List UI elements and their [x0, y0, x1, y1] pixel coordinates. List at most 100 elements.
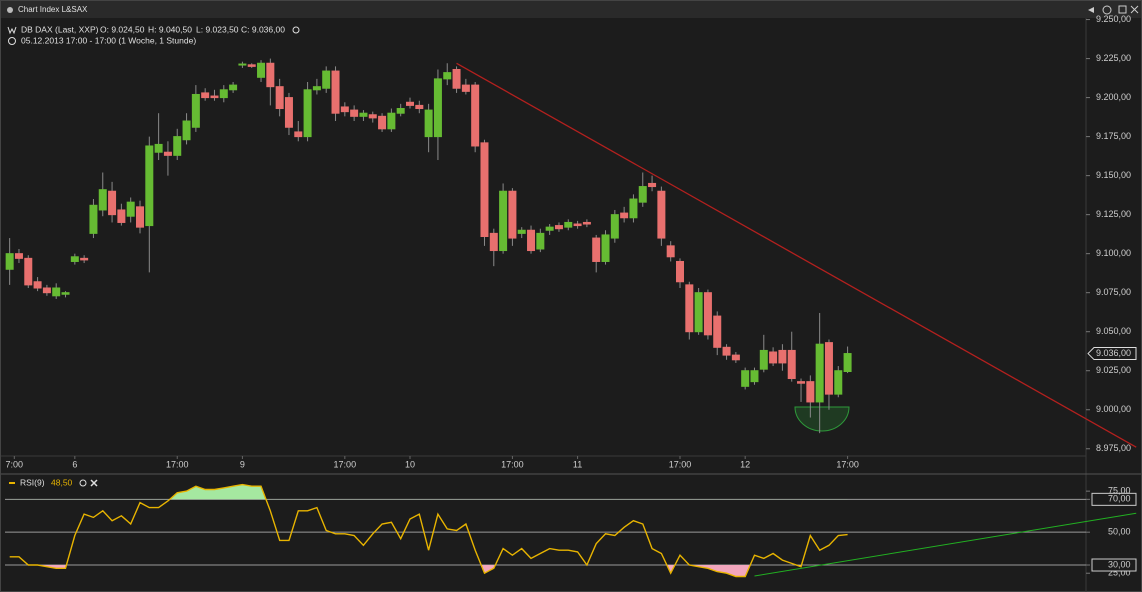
y-tick-label: 9.250,00 [1096, 14, 1131, 24]
candle-body [406, 101, 414, 106]
window-icon [7, 7, 13, 13]
candle-body [769, 351, 778, 364]
open-label: O: 9.024,50 [100, 24, 145, 34]
candle-body [145, 145, 154, 227]
rsi-settings[interactable] [79, 479, 87, 487]
title-bar [1, 1, 1141, 18]
close-button[interactable] [1130, 5, 1139, 14]
candle-body [815, 343, 824, 403]
candle-body [629, 198, 638, 219]
candle-body [5, 253, 14, 270]
candle-body [527, 229, 536, 252]
candle-body [98, 189, 107, 211]
candle-body [368, 114, 377, 119]
candle-body [452, 69, 461, 89]
candle-body [201, 92, 210, 99]
candle-body [340, 106, 349, 113]
y-tick-label: 9.050,00 [1096, 326, 1131, 336]
candle-body [210, 95, 219, 99]
candle-body [759, 349, 768, 370]
candle-body [182, 120, 191, 141]
x-tick-label: 10 [405, 459, 415, 469]
y-tick-label: 9.025,00 [1096, 365, 1131, 375]
candle-body [601, 234, 610, 262]
candle-body [117, 209, 126, 223]
candle-body [312, 86, 321, 91]
candles [5, 58, 852, 434]
candle-body [750, 370, 759, 383]
candle-body [554, 225, 563, 230]
candle-body [136, 206, 144, 228]
candle-body [778, 349, 787, 364]
candle-body [517, 229, 526, 234]
y-tick-label: 8.975,00 [1096, 443, 1131, 453]
candle-body [257, 62, 266, 78]
last-price-label: 9.036,00 [1096, 348, 1131, 358]
x-tick-label: 17:00 [836, 459, 859, 469]
candle-body [350, 109, 359, 117]
y-tick-label: 25,00 [1108, 568, 1131, 578]
candle-body [24, 257, 33, 286]
candle-body [582, 221, 591, 225]
candle-body [359, 112, 368, 117]
instrument-settings[interactable] [292, 26, 300, 34]
candle-body [378, 115, 387, 130]
y-tick-label: 9.150,00 [1096, 170, 1131, 180]
candle-body [322, 70, 331, 89]
candle-body [229, 84, 238, 91]
y-tick-label: 9.075,00 [1096, 287, 1131, 297]
link-button[interactable] [1088, 7, 1094, 13]
y-tick-label: 9.175,00 [1096, 131, 1131, 141]
candle-body [489, 232, 498, 252]
candle-body [648, 182, 657, 188]
candle-body [415, 104, 424, 110]
instrument-label: DB DAX (Last, XXP) [21, 24, 99, 34]
candle-body [824, 342, 833, 395]
candle-body [508, 190, 517, 239]
candle-body [173, 136, 182, 156]
rsi-trendline [754, 512, 1137, 577]
last-price-box [1087, 347, 1137, 361]
candle-body [163, 151, 172, 156]
candle-body [620, 212, 629, 219]
rsi-line [9, 483, 848, 578]
y-tick-label: 30,00 [1108, 559, 1131, 569]
candle-body [843, 353, 852, 373]
candle-body [741, 370, 750, 387]
candle-body [694, 292, 703, 333]
x-tick-label: 12 [740, 459, 750, 469]
x-tick-label: 17:00 [501, 459, 524, 469]
y-tick-label: 9.125,00 [1096, 209, 1131, 219]
maximize-button[interactable] [1118, 5, 1127, 14]
candle-body [331, 70, 340, 114]
candle-body [238, 63, 247, 66]
candle-body [676, 260, 684, 283]
trendline [456, 62, 1137, 448]
candle-body [80, 257, 89, 261]
y-tick-box [1091, 492, 1137, 506]
candle-body [536, 232, 545, 250]
x-tick-label: 9 [240, 459, 245, 469]
settings-button[interactable] [1102, 5, 1112, 15]
rsi-remove[interactable] [90, 479, 98, 487]
candle-body [499, 190, 508, 252]
candle-body [396, 108, 405, 114]
candle-body [89, 204, 98, 234]
candle-body [685, 284, 694, 333]
rsi-name: RSI(9) [20, 477, 45, 487]
candle-body [564, 221, 573, 228]
candle-body [834, 370, 843, 395]
y-tick-box [1091, 558, 1137, 572]
candle-body [108, 190, 117, 216]
candle-body [787, 349, 796, 380]
x-tick-label: 17:00 [166, 459, 189, 469]
candle-body [424, 109, 433, 138]
candle-body [126, 201, 135, 217]
candle-body [638, 186, 647, 203]
candle-body [666, 245, 675, 258]
candle-body [806, 381, 815, 403]
